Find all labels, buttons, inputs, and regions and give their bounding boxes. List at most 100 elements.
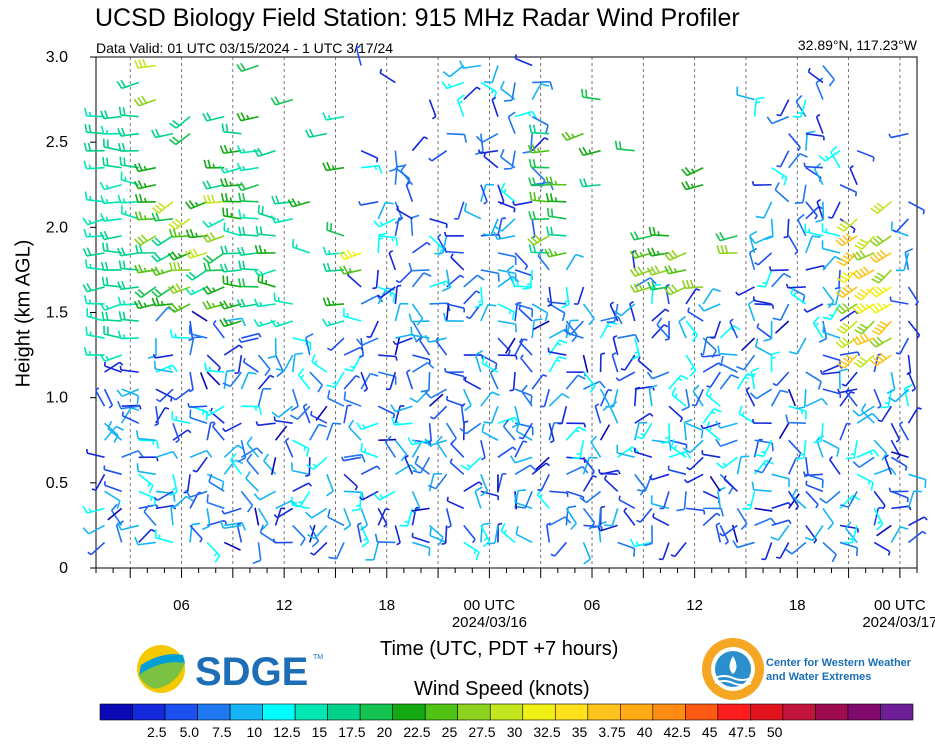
wind-barb	[852, 249, 875, 261]
wind-barb	[428, 99, 437, 120]
x-tick-label: 00 UTC	[874, 597, 926, 614]
wind-barb	[761, 542, 773, 561]
wind-barb	[821, 223, 841, 237]
wind-barb	[548, 355, 567, 373]
wind-barb	[566, 422, 587, 428]
wind-barb	[497, 252, 517, 265]
wind-barb	[907, 371, 917, 392]
wind-barb	[343, 391, 362, 407]
wind-barb	[822, 65, 835, 87]
wind-barb	[751, 418, 772, 425]
wind-barb	[566, 490, 585, 502]
wind-barb	[493, 231, 516, 241]
wind-barb	[343, 374, 360, 390]
wind-barb	[222, 275, 242, 288]
wind-barb	[241, 332, 262, 339]
wind-barb	[807, 67, 824, 84]
wind-barb	[99, 230, 122, 241]
x-tick-label: 12	[686, 597, 703, 614]
wind-barb	[835, 303, 858, 315]
wind-barb	[840, 490, 858, 508]
wind-barb	[582, 542, 592, 565]
y-tick-label: 1.5	[46, 305, 68, 322]
wind-barb	[463, 202, 482, 220]
wind-barb	[267, 338, 277, 359]
wind-barb	[768, 266, 789, 272]
wind-barb	[774, 320, 790, 334]
x-tick-label: 18	[378, 597, 395, 614]
wind-barb	[598, 469, 618, 476]
wind-barb	[514, 54, 533, 67]
wind-barb	[117, 194, 139, 204]
wind-barb	[408, 313, 430, 323]
wind-barb	[629, 282, 653, 293]
wind-barb	[171, 388, 191, 401]
data-valid-label: Data Valid: 01 UTC 03/15/2024 - 1 UTC 3/…	[96, 40, 394, 56]
wind-barb	[557, 405, 568, 425]
wind-barb	[629, 538, 653, 548]
wind-barb	[514, 301, 522, 322]
y-tick-label: 2.0	[46, 219, 68, 236]
wind-barb	[907, 320, 921, 339]
wind-barb	[222, 371, 243, 388]
wind-barb	[788, 152, 808, 169]
wind-barb	[138, 456, 159, 462]
wind-barb	[118, 106, 139, 118]
wind-barb	[531, 374, 548, 390]
wind-barb	[134, 193, 156, 203]
wind-barb	[530, 218, 536, 239]
wind-barb	[103, 481, 122, 493]
wind-barb	[805, 480, 824, 493]
wind-barb	[257, 354, 271, 377]
wind-barb	[514, 494, 533, 510]
wind-barb	[361, 164, 383, 174]
wind-barb	[856, 412, 879, 424]
wind-barb	[83, 346, 105, 356]
wind-barb	[102, 242, 122, 254]
wind-barb	[241, 405, 262, 415]
wind-barb	[503, 150, 516, 170]
wind-barb	[167, 283, 191, 295]
wind-barb	[463, 524, 476, 544]
wind-barb	[908, 473, 927, 488]
wind-barb	[474, 486, 483, 509]
wind-barb	[615, 371, 636, 382]
wind-barb	[502, 419, 516, 441]
wind-barb	[873, 541, 891, 556]
wind-barb	[404, 454, 414, 475]
wind-barb	[202, 218, 225, 228]
wind-barb	[134, 58, 156, 69]
wind-barb	[474, 286, 484, 309]
wind-barb	[819, 490, 841, 504]
wind-barb	[531, 318, 543, 339]
wind-barb	[424, 334, 447, 344]
colorbar-swatch	[587, 703, 621, 721]
wind-barb	[189, 449, 213, 459]
wind-barb	[192, 456, 208, 473]
wind-barb	[788, 493, 800, 509]
wind-barb	[441, 81, 465, 90]
wind-barb	[424, 438, 447, 447]
wind-barb	[310, 410, 328, 424]
wind-barb	[497, 354, 518, 360]
wind-barb	[747, 298, 756, 322]
wind-barb	[400, 163, 414, 186]
wind-barb	[355, 45, 362, 66]
wind-barbs	[82, 45, 928, 565]
colorbar-swatch	[847, 703, 881, 721]
wind-barb	[292, 439, 310, 457]
wind-barb	[374, 533, 396, 544]
wind-barb	[681, 166, 704, 177]
wind-barb	[82, 217, 105, 226]
wind-barb	[611, 352, 619, 373]
wind-barb	[346, 270, 362, 288]
wind-barb	[597, 524, 618, 532]
wind-barb	[755, 439, 773, 458]
wind-barb	[701, 450, 721, 459]
wind-barb	[305, 507, 328, 519]
wind-barb	[424, 388, 448, 399]
wind-barb	[656, 317, 670, 339]
colorbar-swatch	[652, 703, 686, 721]
wind-barb	[275, 354, 294, 372]
